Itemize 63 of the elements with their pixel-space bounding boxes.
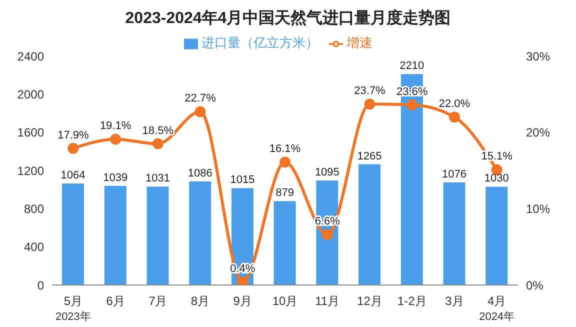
point bbox=[448, 112, 460, 123]
x-tick-label: 7月 bbox=[148, 294, 168, 308]
y-tick-label: 400 bbox=[24, 240, 44, 254]
y2-tick-label: 30% bbox=[526, 49, 550, 64]
x-tick-label: 4月 bbox=[487, 294, 506, 308]
data-label: 1086 bbox=[188, 167, 212, 180]
x-tick-label: 12月 bbox=[357, 294, 382, 308]
point bbox=[68, 142, 79, 154]
x-tick-label: 3月 bbox=[445, 294, 464, 308]
data-label: 1064 bbox=[60, 169, 86, 182]
data-label: 18.5% bbox=[142, 124, 174, 137]
y-tick-label: 800 bbox=[24, 202, 44, 216]
x-tick-label: 8月 bbox=[190, 294, 210, 308]
x-tick-label: 1-2月 bbox=[397, 294, 427, 308]
point bbox=[152, 138, 164, 150]
bar bbox=[189, 181, 212, 285]
x-tick-label: 10月 bbox=[272, 294, 298, 308]
y2-tick-label: 0% bbox=[526, 278, 544, 292]
point bbox=[364, 98, 376, 110]
data-label: 23.7% bbox=[354, 85, 386, 98]
data-label: 1265 bbox=[357, 150, 382, 162]
y-tick-label: 1200 bbox=[17, 164, 44, 178]
x-tick-label: 6月 bbox=[106, 294, 125, 308]
x-tick-label: 5月 bbox=[64, 294, 83, 308]
bar bbox=[104, 186, 126, 285]
y-tick-label: 1600 bbox=[17, 126, 44, 140]
point bbox=[237, 276, 248, 285]
legend-label: 进口量（亿立方米） bbox=[202, 35, 318, 50]
data-label: 2210 bbox=[400, 60, 424, 72]
data-label: 1015 bbox=[230, 174, 255, 186]
y-tick-label: 2400 bbox=[17, 49, 44, 64]
data-label: 19.1% bbox=[100, 120, 132, 132]
data-label: 879 bbox=[276, 187, 294, 200]
legend-label: 增速 bbox=[346, 35, 372, 50]
point bbox=[110, 134, 122, 145]
y-tick-label: 2000 bbox=[17, 87, 44, 102]
x-tick-label: 9月 bbox=[233, 294, 252, 308]
point bbox=[322, 229, 333, 240]
data-label: 1095 bbox=[314, 166, 340, 179]
data-label: 1031 bbox=[145, 172, 170, 185]
data-label: 1076 bbox=[442, 168, 467, 180]
data-label: 1030 bbox=[484, 172, 509, 185]
y2-tick-label: 10% bbox=[526, 202, 550, 216]
text: 2023年 bbox=[55, 311, 91, 323]
data-label: 22.0% bbox=[438, 98, 470, 110]
y2-tick-label: 20% bbox=[526, 126, 550, 140]
bar bbox=[358, 164, 381, 285]
bar bbox=[443, 182, 466, 285]
data-label: 1039 bbox=[103, 172, 128, 184]
point bbox=[194, 106, 206, 118]
data-label: 22.7% bbox=[184, 92, 216, 105]
y-tick-label: 0 bbox=[37, 278, 44, 292]
data-label: 16.1% bbox=[269, 143, 301, 156]
bar bbox=[274, 201, 296, 285]
chart-title: 2023-2024年4月中国天然气进口量月度走势图 bbox=[124, 8, 452, 29]
point bbox=[280, 156, 290, 168]
x-tick-label: 11月 bbox=[315, 294, 340, 308]
bar bbox=[486, 186, 508, 285]
point bbox=[406, 99, 418, 110]
bar bbox=[146, 186, 169, 285]
text: 2024年 bbox=[479, 311, 515, 323]
data-label: 17.9% bbox=[58, 129, 89, 142]
bar bbox=[62, 183, 84, 285]
